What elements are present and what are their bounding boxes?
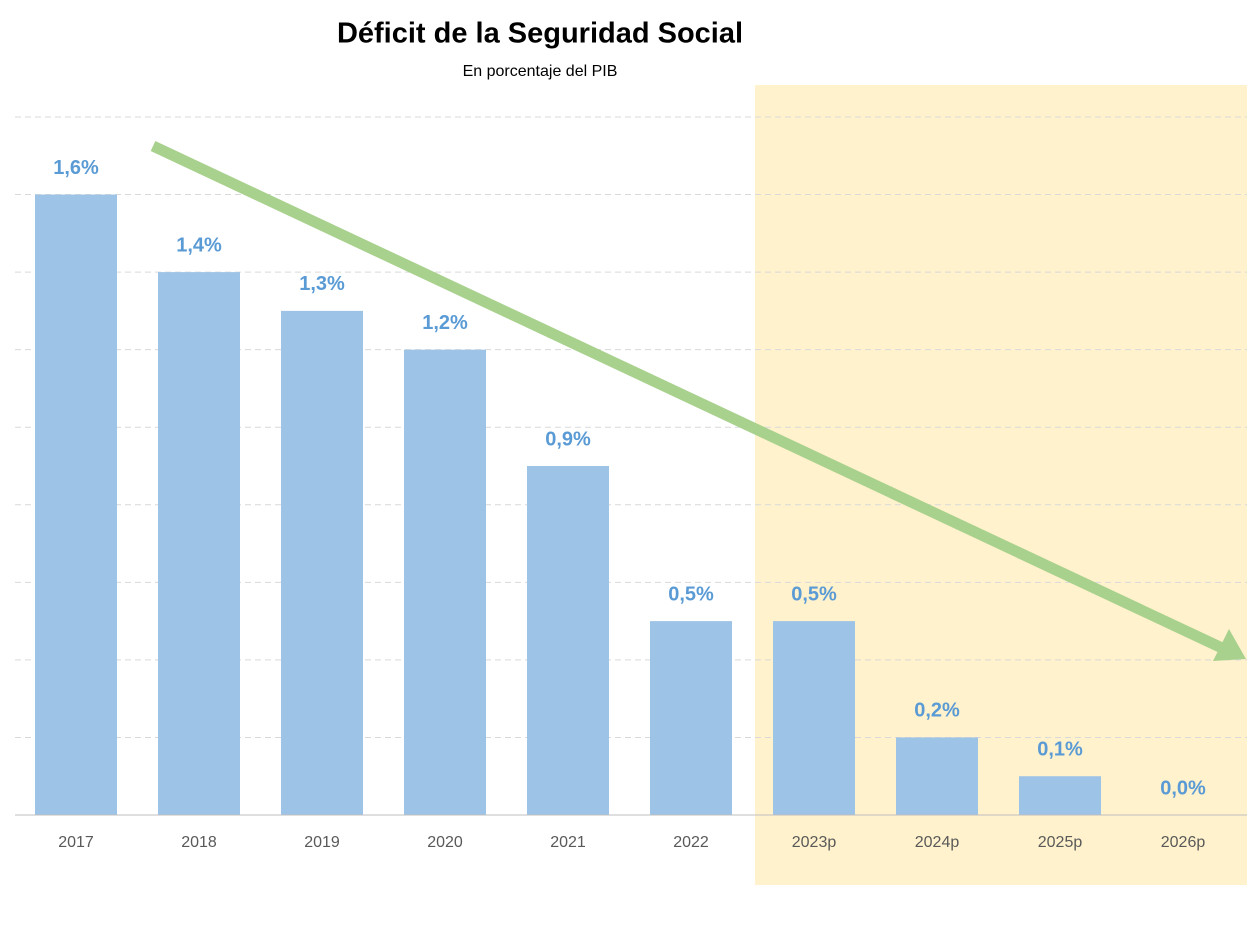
- x-tick-label: 2024p: [915, 834, 960, 851]
- bar: [527, 466, 609, 815]
- bar: [1019, 776, 1101, 815]
- chart-title: Déficit de la Seguridad Social: [337, 18, 743, 50]
- chart-subtitle: En porcentaje del PIB: [463, 63, 618, 80]
- bar: [404, 349, 486, 815]
- value-label: 1,4%: [176, 234, 222, 256]
- value-label: 1,6%: [53, 157, 99, 179]
- bars: [35, 194, 1101, 816]
- value-label: 0,5%: [791, 583, 837, 605]
- value-label: 1,2%: [422, 312, 468, 334]
- x-tick-label: 2026p: [1161, 834, 1206, 851]
- bar: [896, 737, 978, 815]
- bar: [650, 621, 732, 815]
- x-tick-label: 2025p: [1038, 834, 1083, 851]
- x-tick-label: 2023p: [792, 834, 837, 851]
- trend-arrow: [150, 141, 1225, 653]
- value-label: 1,3%: [299, 273, 345, 295]
- x-tick-label: 2022: [673, 834, 709, 851]
- x-tick-label: 2020: [427, 834, 463, 851]
- bar: [158, 272, 240, 816]
- x-tick-label: 2017: [58, 834, 94, 851]
- value-label: 0,2%: [914, 700, 960, 722]
- bar: [281, 310, 363, 815]
- value-label: 0,0%: [1160, 777, 1206, 799]
- trend-arrow-head: [1213, 629, 1246, 661]
- bar: [35, 194, 117, 816]
- x-tick-label: 2019: [304, 834, 340, 851]
- x-tick-label: 2018: [181, 834, 217, 851]
- value-label: 0,1%: [1037, 739, 1083, 761]
- value-label: 0,9%: [545, 428, 591, 450]
- x-tick-label: 2021: [550, 834, 586, 851]
- bar: [773, 621, 855, 815]
- value-label: 0,5%: [668, 583, 714, 605]
